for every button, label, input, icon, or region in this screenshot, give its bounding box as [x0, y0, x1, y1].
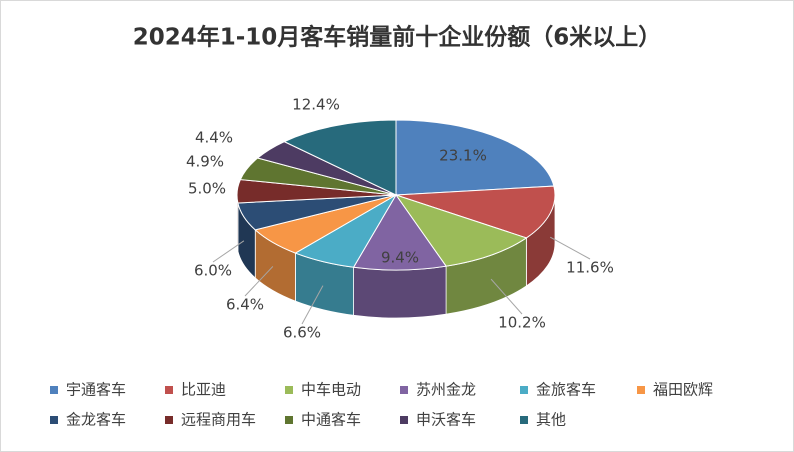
slice: [395, 185, 556, 239]
data-label: 6.4%: [226, 296, 264, 314]
data-label: 4.9%: [186, 153, 224, 171]
slice: [395, 119, 555, 196]
legend-label: 申沃客车: [416, 411, 476, 429]
legend-label: 中车电动: [301, 381, 361, 399]
legend-label: 金旅客车: [536, 381, 596, 399]
leader-line: [550, 236, 591, 260]
legend-label: 金龙客车: [66, 411, 126, 429]
leader-line: [212, 240, 245, 263]
data-label: 23.1%: [439, 147, 487, 165]
data-label: 6.6%: [283, 324, 321, 342]
legend-swatch: [520, 416, 528, 424]
legend-label: 其他: [536, 411, 566, 429]
legend-swatch: [285, 416, 293, 424]
slice: [352, 194, 447, 271]
chart-title: 2024年1-10月客车销量前十企业份额（6米以上）: [133, 24, 662, 51]
legend-label: 宇通客车: [66, 381, 126, 399]
legend-label: 中通客车: [301, 411, 361, 429]
data-label: 5.0%: [188, 180, 226, 198]
data-label: 11.6%: [566, 259, 614, 277]
legend-swatch: [520, 386, 528, 394]
legend-swatch: [50, 386, 58, 394]
data-label: 9.4%: [381, 249, 419, 267]
data-label: 6.0%: [194, 262, 232, 280]
legend-swatch: [637, 386, 645, 394]
legend-swatch: [285, 386, 293, 394]
data-label: 10.2%: [498, 314, 546, 332]
slice-side: [353, 265, 447, 319]
legend-swatch: [400, 386, 408, 394]
legend-swatch: [400, 416, 408, 424]
legend-swatch: [165, 386, 173, 394]
legend-label: 福田欧辉: [653, 381, 713, 399]
data-label: 12.4%: [292, 96, 340, 114]
data-label: 4.4%: [195, 129, 233, 147]
legend-swatch: [165, 416, 173, 424]
legend-label: 远程商用车: [181, 411, 256, 429]
leader-line: [244, 266, 274, 297]
slice: [283, 119, 397, 196]
legend-label: 苏州金龙: [416, 381, 476, 399]
legend-swatch: [50, 416, 58, 424]
slice: [394, 194, 528, 267]
leader-line: [301, 285, 324, 325]
legend-label: 比亚迪: [181, 381, 226, 399]
leader-line: [490, 278, 523, 315]
